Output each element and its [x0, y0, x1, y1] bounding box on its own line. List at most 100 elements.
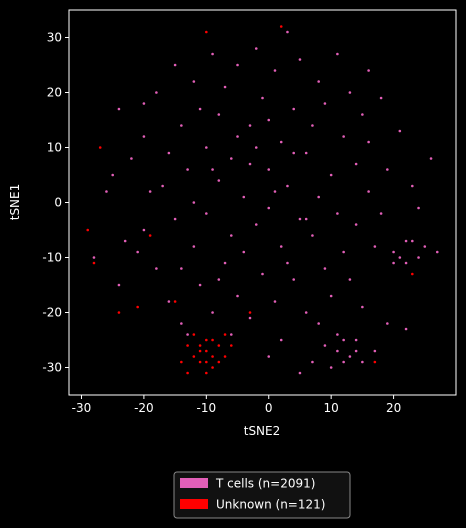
point: [98, 146, 102, 149]
point: [192, 333, 196, 336]
point: [205, 146, 208, 149]
point: [329, 173, 333, 177]
point: [223, 85, 227, 89]
point: [117, 107, 121, 111]
point: [217, 179, 221, 182]
point: [367, 190, 370, 193]
point: [367, 140, 370, 144]
point: [298, 58, 302, 61]
point: [167, 300, 171, 303]
point: [286, 184, 289, 188]
point: [248, 162, 252, 166]
point: [273, 300, 277, 303]
point: [298, 371, 302, 375]
point: [398, 256, 402, 259]
point: [323, 102, 327, 105]
point: [417, 256, 420, 259]
point: [311, 360, 314, 364]
point: [261, 96, 264, 100]
point: [317, 195, 320, 199]
point: [148, 190, 152, 193]
x-tick-label: 10: [324, 401, 339, 415]
point: [379, 96, 383, 100]
point: [198, 344, 202, 347]
point: [180, 360, 183, 364]
point: [342, 135, 345, 138]
point: [223, 333, 227, 336]
legend-swatch: [180, 499, 208, 509]
point: [205, 212, 208, 215]
point: [148, 234, 152, 237]
point: [298, 217, 302, 221]
point: [123, 239, 127, 243]
point: [155, 91, 158, 94]
point: [248, 311, 252, 314]
point: [117, 311, 121, 314]
point: [379, 212, 383, 215]
x-tick-label: 0: [265, 401, 273, 415]
legend-label: Unknown (n=121): [216, 498, 325, 512]
y-tick-label: -20: [42, 306, 62, 320]
point: [180, 267, 183, 270]
point: [254, 47, 258, 50]
point: [229, 344, 233, 347]
point: [254, 146, 258, 149]
point: [435, 250, 439, 254]
point: [155, 267, 158, 270]
point: [373, 349, 377, 353]
point: [323, 267, 327, 270]
point: [205, 30, 208, 34]
point: [205, 371, 208, 375]
point: [286, 261, 289, 265]
point: [354, 349, 358, 353]
point: [398, 129, 402, 133]
point: [229, 333, 233, 336]
point: [423, 245, 427, 248]
point: [361, 305, 364, 309]
point: [142, 102, 146, 105]
point: [198, 349, 202, 353]
point: [392, 261, 395, 265]
point: [198, 107, 202, 111]
point: [211, 338, 214, 342]
point: [217, 278, 221, 281]
point: [142, 228, 146, 232]
point: [429, 157, 433, 160]
point: [304, 151, 308, 155]
point: [223, 355, 227, 358]
point: [198, 283, 202, 287]
point: [223, 261, 227, 265]
point: [267, 168, 271, 171]
point: [161, 184, 164, 188]
point: [192, 201, 196, 204]
point: [117, 283, 121, 287]
point: [229, 234, 233, 237]
legend-box: [173, 471, 351, 519]
point: [417, 206, 420, 210]
point: [236, 294, 239, 298]
point: [192, 245, 196, 248]
point: [173, 63, 177, 67]
point: [361, 360, 364, 364]
point: [198, 360, 202, 364]
point: [373, 360, 377, 364]
point: [242, 250, 246, 254]
point: [279, 338, 283, 342]
point: [279, 25, 283, 28]
point: [411, 272, 414, 276]
point: [211, 355, 214, 358]
y-tick-label: -30: [42, 361, 62, 375]
legend-label: T cells (n=2091): [215, 477, 315, 491]
point: [217, 360, 221, 364]
point: [229, 157, 233, 160]
point: [348, 91, 352, 94]
point: [180, 124, 183, 127]
point: [236, 135, 239, 138]
point: [267, 206, 271, 210]
point: [342, 360, 345, 364]
point: [311, 234, 314, 237]
point: [167, 151, 171, 155]
point: [342, 250, 345, 254]
y-tick-label: 10: [47, 141, 62, 155]
point: [186, 333, 189, 336]
